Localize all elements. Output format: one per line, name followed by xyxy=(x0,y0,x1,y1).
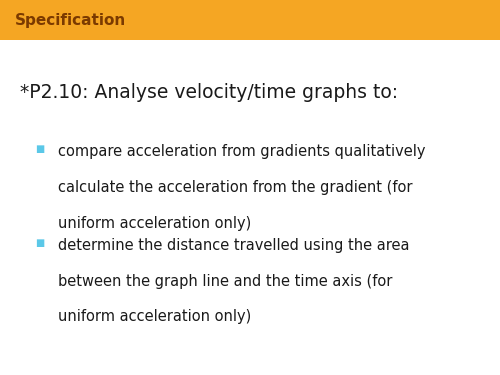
Text: uniform acceleration only): uniform acceleration only) xyxy=(58,309,251,324)
FancyBboxPatch shape xyxy=(0,0,500,40)
Text: *P2.10: Analyse velocity/time graphs to:: *P2.10: Analyse velocity/time graphs to: xyxy=(20,82,398,102)
Text: uniform acceleration only): uniform acceleration only) xyxy=(58,216,251,231)
Text: compare acceleration from gradients qualitatively: compare acceleration from gradients qual… xyxy=(58,144,425,159)
Text: calculate the acceleration from the gradient (for: calculate the acceleration from the grad… xyxy=(58,180,412,195)
Text: determine the distance travelled using the area: determine the distance travelled using t… xyxy=(58,238,409,253)
Text: ■: ■ xyxy=(35,238,44,248)
Text: Specification: Specification xyxy=(15,13,126,28)
Text: between the graph line and the time axis (for: between the graph line and the time axis… xyxy=(58,274,392,289)
Text: ■: ■ xyxy=(35,144,44,154)
